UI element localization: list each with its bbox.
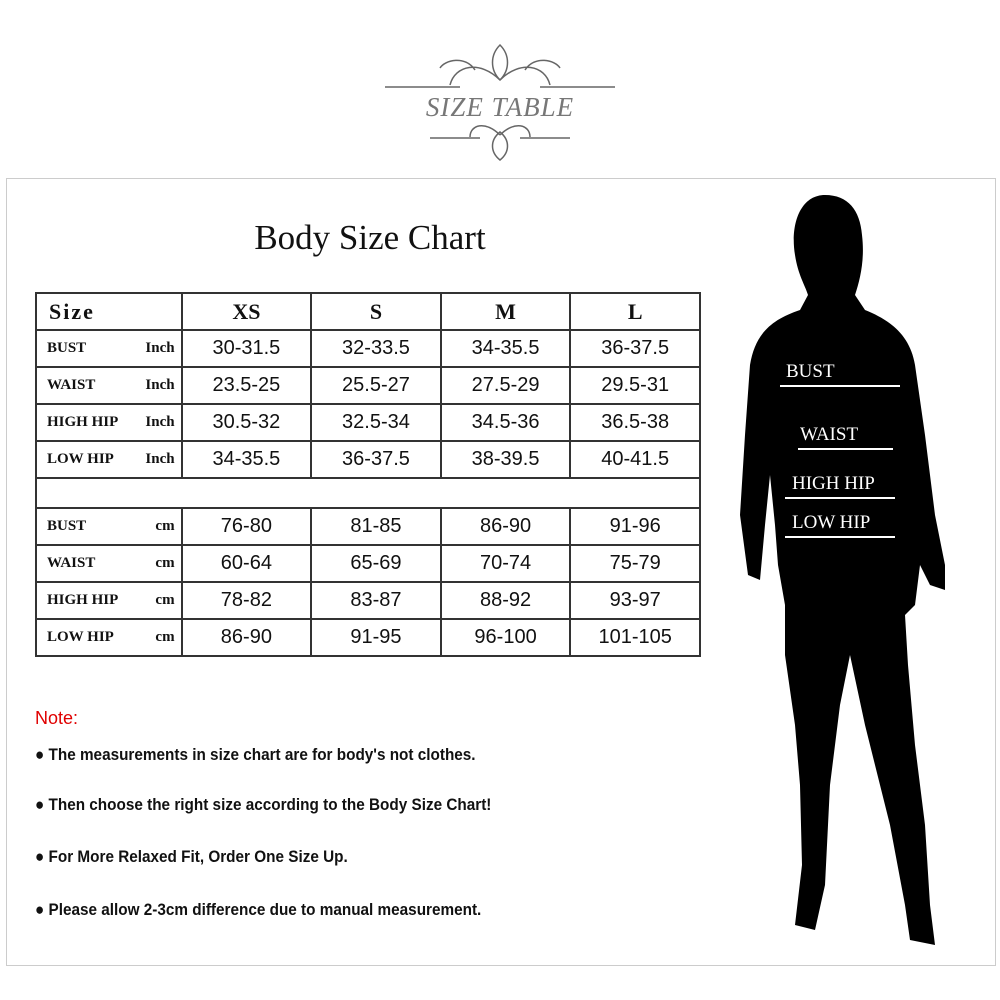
table-cell: 36-37.5 — [310, 440, 442, 479]
table-cell: 34-35.5 — [180, 440, 313, 479]
figure-label-bust: BUST — [786, 361, 835, 382]
table-cell: 34-35.5 — [439, 329, 572, 368]
table-cell: 76-80 — [180, 507, 313, 546]
table-row: HIGH HIP cm 78-82 83-87 88-92 93-97 — [35, 581, 701, 620]
row-label: HIGH HIP cm — [35, 581, 183, 620]
note-text: Then choose the right size according to … — [48, 795, 492, 814]
note-text: The measurements in size chart are for b… — [48, 745, 476, 764]
note-item: ● The measurements in size chart are for… — [35, 745, 476, 764]
table-cell: 27.5-29 — [439, 366, 572, 405]
table-row: BUST cm 76-80 81-85 86-90 91-96 — [35, 507, 701, 546]
low-hip-line — [785, 536, 895, 538]
table-cell: 36-37.5 — [569, 329, 701, 368]
table-cell: 75-79 — [569, 544, 701, 583]
measure-name: LOW HIP — [47, 629, 114, 645]
figure-label-low-hip: LOW HIP — [792, 512, 871, 533]
table-row: WAIST cm 60-64 65-69 70-74 75-79 — [35, 544, 701, 583]
row-label: LOW HIP Inch — [35, 440, 183, 479]
content-panel — [6, 178, 996, 966]
table-cell: 86-90 — [439, 507, 572, 546]
table-cell: 65-69 — [310, 544, 442, 583]
table-cell: 30-31.5 — [180, 329, 313, 368]
table-cell: 101-105 — [569, 618, 701, 657]
waist-line — [798, 448, 893, 450]
note-text: For More Relaxed Fit, Order One Size Up. — [48, 847, 348, 866]
table-cell: 36.5-38 — [569, 403, 701, 442]
measure-name: WAIST — [47, 377, 96, 393]
bust-line — [780, 385, 900, 387]
col-header: M — [439, 292, 572, 331]
spacer-row — [35, 477, 701, 509]
table-cell: 60-64 — [180, 544, 313, 583]
spacer-cell — [35, 477, 701, 509]
note-text: Please allow 2-3cm difference due to man… — [48, 900, 482, 919]
chart-title: Body Size Chart — [254, 218, 486, 257]
table-cell: 91-95 — [310, 618, 442, 657]
table-cell: 91-96 — [569, 507, 701, 546]
table-cell: 23.5-25 — [180, 366, 313, 405]
table-cell: 40-41.5 — [569, 440, 701, 479]
table-cell: 78-82 — [180, 581, 313, 620]
row-label: LOW HIP cm — [35, 618, 183, 657]
unit: Inch — [145, 377, 175, 393]
col-header: L — [569, 292, 701, 331]
table-row: LOW HIP Inch 34-35.5 36-37.5 38-39.5 40-41.5 — [35, 440, 701, 479]
col-header: Size — [35, 292, 183, 331]
table-cell: 25.5-27 — [310, 366, 442, 405]
unit: cm — [155, 629, 175, 645]
figure-label-waist: WAIST — [800, 424, 859, 445]
high-hip-line — [785, 497, 895, 499]
body-silhouette — [740, 195, 945, 945]
table-cell: 32.5-34 — [310, 403, 442, 442]
table-cell: 88-92 — [439, 581, 572, 620]
unit: cm — [155, 555, 175, 571]
measure-name: HIGH HIP — [47, 592, 119, 608]
measure-name: LOW HIP — [47, 451, 114, 467]
unit: Inch — [145, 414, 175, 430]
table-cell: 96-100 — [439, 618, 572, 657]
row-label: WAIST cm — [35, 544, 183, 583]
table-cell: 34.5-36 — [439, 403, 572, 442]
table-cell: 83-87 — [310, 581, 442, 620]
table-row: WAIST Inch 23.5-25 25.5-27 27.5-29 29.5-31 — [35, 366, 701, 405]
measure-name: BUST — [47, 340, 87, 356]
unit: cm — [155, 518, 175, 534]
note-heading: Note: — [35, 708, 79, 728]
table-cell: 30.5-32 — [180, 403, 313, 442]
table-cell: 32-33.5 — [310, 329, 442, 368]
row-label: WAIST Inch — [35, 366, 183, 405]
measure-name: HIGH HIP — [47, 414, 119, 430]
measure-name: BUST — [47, 518, 87, 534]
row-label: HIGH HIP Inch — [35, 403, 183, 442]
logo-text: SIZE TABLE — [425, 92, 575, 122]
table-row: BUST Inch 30-31.5 32-33.5 34-35.5 36-37.5 — [35, 329, 701, 368]
unit: Inch — [145, 451, 175, 467]
table-cell: 86-90 — [180, 618, 313, 657]
col-header: S — [310, 292, 442, 331]
measure-name: WAIST — [47, 555, 96, 571]
table-cell: 81-85 — [310, 507, 442, 546]
size-table: Size XS S M L BUST Inch 30-31.5 32-33.5 34-3… — [35, 292, 701, 657]
note-item: ● Please allow 2-3cm difference due to m… — [35, 900, 482, 919]
table-cell: 70-74 — [439, 544, 572, 583]
row-label: BUST cm — [35, 507, 183, 546]
col-header: XS — [180, 292, 313, 331]
note-item: ● For More Relaxed Fit, Order One Size U… — [35, 847, 348, 866]
table-cell: 29.5-31 — [569, 366, 701, 405]
table-row: HIGH HIP Inch 30.5-32 32.5-34 34.5-36 36.5-38 — [35, 403, 701, 442]
figure-label-high-hip: HIGH HIP — [792, 473, 875, 494]
table-row: LOW HIP cm 86-90 91-95 96-100 101-105 — [35, 618, 701, 657]
note-item: ● Then choose the right size according t… — [35, 795, 492, 814]
header-row: Size XS S M L — [35, 292, 701, 331]
ornament-logo — [385, 43, 615, 161]
row-label: BUST Inch — [35, 329, 183, 368]
table-cell: 93-97 — [569, 581, 701, 620]
unit: cm — [155, 592, 175, 608]
unit: Inch — [145, 340, 175, 356]
table-cell: 38-39.5 — [439, 440, 572, 479]
